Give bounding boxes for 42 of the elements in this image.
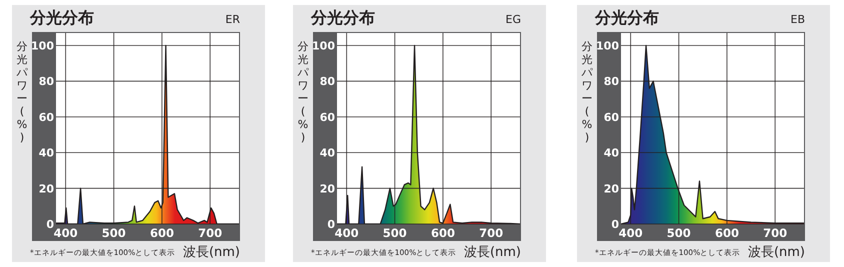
- y-tick-label: 0: [327, 218, 336, 231]
- x-axis-title: 波長(nm): [182, 245, 240, 260]
- x-axis-title: 波長(nm): [464, 245, 521, 260]
- x-tick-label: 700: [763, 226, 788, 240]
- y-tick-label: 80: [604, 75, 620, 88]
- chart-subtitle: EG: [506, 13, 521, 26]
- x-tick-label: 400: [334, 226, 359, 240]
- y-tick-label: 20: [38, 182, 54, 196]
- x-tick-label: 500: [102, 226, 126, 240]
- y-tick-label: 40: [604, 146, 620, 160]
- y-tick-label: 20: [320, 182, 336, 196]
- y-tick-label: 40: [38, 146, 54, 160]
- x-tick-label: 400: [54, 226, 78, 240]
- x-tick-label: 500: [666, 226, 691, 240]
- x-tick-label: 500: [382, 226, 407, 240]
- y-tick-label: 40: [320, 146, 336, 160]
- x-tick-label: 600: [714, 226, 739, 240]
- y-axis-title: 分光パワー(%): [16, 40, 28, 144]
- chart-title: 分光分布: [310, 8, 375, 27]
- chart-title: 分光分布: [29, 8, 94, 27]
- y-tick-label: 60: [604, 110, 620, 124]
- y-tick-label: 80: [320, 75, 336, 88]
- y-tick-label: 60: [38, 110, 54, 124]
- x-tick-label: 700: [198, 226, 222, 240]
- chart-subtitle: EB: [790, 13, 805, 26]
- y-tick-label: 80: [38, 75, 54, 88]
- x-axis-title: 波長(nm): [748, 245, 805, 260]
- y-tick-label: 0: [611, 218, 620, 231]
- y-tick-label: 100: [31, 39, 54, 52]
- y-axis-title: 分光パワー(%): [296, 40, 310, 144]
- y-tick-label: 0: [46, 218, 54, 231]
- x-tick-label: 600: [430, 226, 455, 240]
- chart-title: 分光分布: [594, 8, 659, 27]
- y-tick-label: 100: [312, 39, 336, 52]
- chart-subtitle: ER: [225, 13, 240, 26]
- x-tick-label: 400: [618, 226, 643, 240]
- y-tick-label: 100: [596, 39, 620, 52]
- x-tick-label: 700: [479, 226, 504, 240]
- x-tick-label: 600: [150, 226, 174, 240]
- y-tick-label: 60: [320, 110, 336, 124]
- y-tick-label: 20: [604, 182, 620, 196]
- y-axis-title: 分光パワー(%): [580, 40, 594, 144]
